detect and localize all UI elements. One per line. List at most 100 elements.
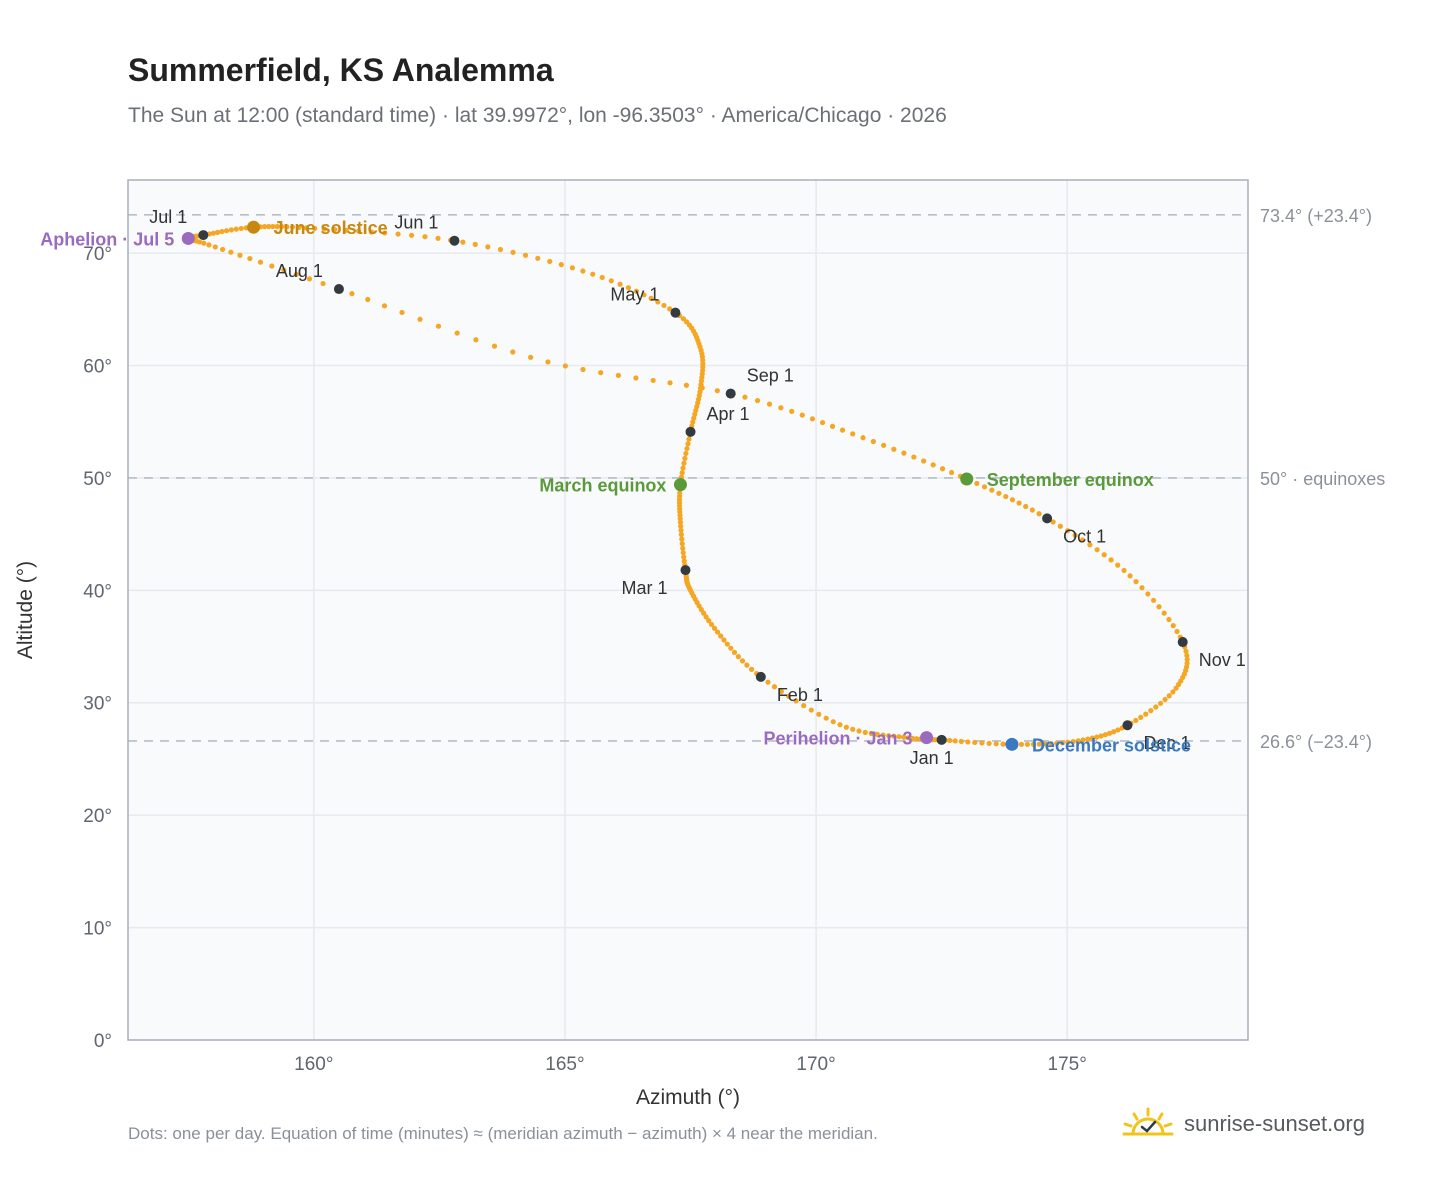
daily-sun-dot	[930, 462, 936, 468]
daily-sun-dot	[714, 629, 721, 635]
daily-sun-dot	[816, 711, 822, 717]
daily-sun-dot	[522, 252, 529, 258]
daily-sun-dot	[206, 242, 212, 248]
daily-sun-dot	[870, 438, 876, 445]
daily-sun-dot	[965, 739, 971, 745]
daily-sun-dot	[685, 441, 691, 447]
daily-sun-dot	[491, 343, 498, 349]
daily-sun-dot	[460, 239, 466, 245]
daily-sun-dot	[708, 621, 715, 628]
daily-sun-dot	[599, 274, 605, 281]
daily-sun-dot	[569, 265, 576, 271]
daily-sun-dot	[281, 267, 287, 273]
daily-sun-dot	[683, 382, 690, 388]
daily-sun-dot	[590, 271, 596, 277]
daily-sun-dot	[223, 228, 230, 234]
daily-sun-dot	[731, 649, 738, 655]
daily-sun-dot	[349, 291, 355, 297]
month-label: Jan 1	[910, 748, 954, 768]
y-tick-label: 70°	[83, 244, 112, 265]
daily-sun-dot	[641, 292, 647, 298]
daily-sun-dot	[228, 249, 234, 255]
daily-sun-dot	[1098, 733, 1104, 739]
month-label: Nov 1	[1199, 650, 1246, 670]
y-axis-title: Altitude (°)	[14, 561, 37, 659]
daily-sun-dot	[655, 299, 661, 305]
event-marker	[247, 220, 261, 234]
grid-lines	[128, 180, 1248, 1041]
daily-sun-dot	[343, 227, 349, 233]
daily-sun-dot	[679, 470, 685, 476]
daily-sun-dot	[1161, 610, 1167, 616]
y-tick-label: 20°	[83, 806, 112, 827]
daily-sun-dot	[257, 259, 264, 265]
daily-sun-dot	[1138, 714, 1144, 720]
daily-sun-dot	[749, 666, 755, 672]
daily-sun-dot	[979, 740, 985, 746]
daily-sun-dot	[1018, 741, 1025, 747]
daily-sun-dot	[201, 240, 207, 246]
daily-sun-dot	[1030, 741, 1037, 747]
footnote: Dots: one per day. Equation of time (min…	[128, 1124, 878, 1143]
daily-sun-dot	[1070, 739, 1076, 745]
daily-sun-dot	[850, 431, 856, 437]
brand-name: sunrise-sunset.org	[1184, 1111, 1365, 1136]
daily-sun-dot	[891, 446, 897, 452]
daily-sun-dot	[395, 231, 401, 237]
daily-sun-dot	[528, 354, 534, 360]
event-label: Aphelion · Jul 5	[40, 229, 174, 249]
daily-sun-dot	[905, 735, 911, 741]
y-tick-label: 50°	[83, 469, 112, 490]
reference-label: 73.4° (+23.4°)	[1260, 206, 1372, 226]
daily-sun-dot	[238, 225, 244, 232]
daily-sun-dot	[1108, 557, 1114, 563]
daily-sun-dot	[881, 442, 887, 448]
daily-sun-dot	[1042, 741, 1048, 747]
daily-sun-dot	[580, 366, 586, 373]
daily-sun-dot	[1085, 736, 1091, 742]
daily-sun-dot	[1094, 734, 1100, 740]
daily-sun-dot	[921, 458, 927, 464]
daily-sun-dot	[1111, 729, 1117, 735]
daily-sun-dot	[886, 733, 892, 739]
y-tick-label: 0°	[94, 1031, 112, 1052]
daily-sun-dot	[510, 349, 516, 355]
daily-sun-dot	[408, 232, 415, 238]
daily-sun-dot	[680, 550, 686, 556]
month-marker	[725, 388, 736, 399]
daily-sun-dot	[266, 223, 272, 230]
month-marker	[449, 235, 460, 246]
daily-sun-dot	[1106, 730, 1113, 736]
event-marker	[960, 472, 974, 486]
daily-sun-dot	[667, 306, 673, 312]
daily-sun-dot	[1166, 616, 1172, 623]
month-marker	[680, 565, 691, 576]
daily-sun-dot	[679, 536, 685, 542]
daily-sun-dot	[1036, 741, 1042, 747]
daily-sun-dot	[1029, 507, 1035, 513]
daily-sun-dot	[422, 234, 428, 240]
daily-sun-dot	[843, 724, 849, 730]
daily-sun-dot	[1065, 739, 1071, 745]
daily-sun-dot	[952, 738, 958, 744]
daily-sun-dot	[686, 436, 692, 442]
daily-sun-dot	[1170, 623, 1176, 629]
event-label: March equinox	[539, 476, 666, 496]
daily-sun-dot	[850, 726, 856, 732]
daily-sun-dot	[1157, 700, 1164, 706]
y-tick-label: 40°	[83, 581, 112, 602]
daily-sun-dot	[1143, 711, 1149, 717]
daily-sun-dot	[771, 684, 778, 690]
brand[interactable]: sunrise-sunset.org	[1120, 1104, 1365, 1144]
daily-sun-dot	[703, 614, 709, 620]
daily-sun-dot	[1065, 528, 1071, 534]
daily-sun-dot	[684, 319, 690, 325]
daily-sun-dot	[691, 415, 697, 421]
y-tick-label: 10°	[83, 919, 112, 940]
event-label: September equinox	[987, 470, 1154, 490]
reference-label: 26.6° (−23.4°)	[1260, 732, 1372, 752]
daily-sun-dot	[1080, 737, 1086, 743]
daily-sun-dot	[1115, 562, 1121, 568]
daily-sun-dot	[1162, 696, 1168, 703]
